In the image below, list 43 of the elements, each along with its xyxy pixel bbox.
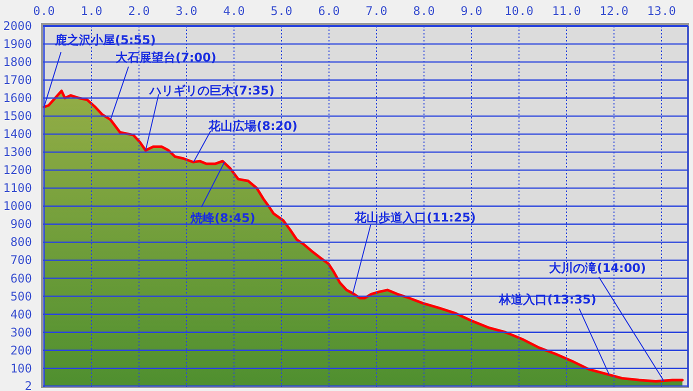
annotation: 大石展望台(7:00) bbox=[115, 50, 216, 65]
annotation: ハリギリの巨木(7:35) bbox=[148, 83, 274, 98]
y-tick-label: 600 bbox=[10, 271, 32, 286]
x-tick-label: 6.0 bbox=[318, 4, 340, 18]
y-tick-label: 1800 bbox=[3, 55, 32, 70]
annotation: 鹿之沢小屋(5:55) bbox=[54, 33, 156, 48]
y-tick-label: 1400 bbox=[3, 127, 32, 142]
annotation: 林道入口(13:35) bbox=[498, 292, 596, 307]
y-tick-label: 1900 bbox=[3, 37, 32, 52]
x-tick-label: 9.0 bbox=[460, 4, 482, 18]
y-tick-label: 1700 bbox=[3, 73, 32, 88]
x-tick-label: 12.0 bbox=[600, 4, 628, 18]
annotation: 焼峰(8:45) bbox=[189, 211, 256, 226]
annotation: 花山広場(8:20) bbox=[208, 119, 298, 134]
y-tick-label: 1000 bbox=[3, 199, 32, 214]
y-tick-label: 900 bbox=[10, 217, 32, 232]
x-tick-label: 1.0 bbox=[80, 4, 102, 18]
y-tick-label: 100 bbox=[10, 361, 32, 376]
x-tick-label: 8.0 bbox=[413, 4, 435, 18]
y-tick-label: 1200 bbox=[3, 163, 32, 178]
x-tick-label: 13.0 bbox=[647, 4, 676, 18]
x-tick-label: 11.0 bbox=[552, 4, 581, 18]
y-tick-label: 200 bbox=[10, 343, 32, 358]
y-tick-label: 500 bbox=[10, 289, 32, 304]
x-tick-label: 2.0 bbox=[128, 4, 150, 18]
annotation: 花山歩道入口(11:25) bbox=[354, 210, 476, 225]
x-tick-label: 0.0 bbox=[33, 4, 55, 18]
y-tick-label: 2 bbox=[24, 379, 32, 391]
annotation: 大川の滝(14:00) bbox=[548, 260, 646, 275]
y-tick-label: 2000 bbox=[3, 19, 32, 33]
x-tick-label: 10.0 bbox=[504, 4, 534, 18]
y-tick-label: 400 bbox=[10, 307, 32, 322]
x-tick-label: 3.0 bbox=[176, 4, 198, 18]
y-tick-label: 700 bbox=[10, 253, 32, 268]
x-tick-label: 4.0 bbox=[223, 4, 245, 18]
y-tick-label: 1600 bbox=[3, 91, 32, 106]
y-tick-label: 1300 bbox=[3, 145, 32, 160]
y-tick-label: 800 bbox=[10, 235, 32, 250]
y-tick-label: 1500 bbox=[3, 109, 32, 124]
x-tick-label: 5.0 bbox=[270, 4, 292, 18]
x-tick-label: 7.0 bbox=[366, 4, 388, 18]
y-tick-label: 300 bbox=[10, 325, 32, 340]
y-tick-label: 1100 bbox=[3, 181, 32, 196]
